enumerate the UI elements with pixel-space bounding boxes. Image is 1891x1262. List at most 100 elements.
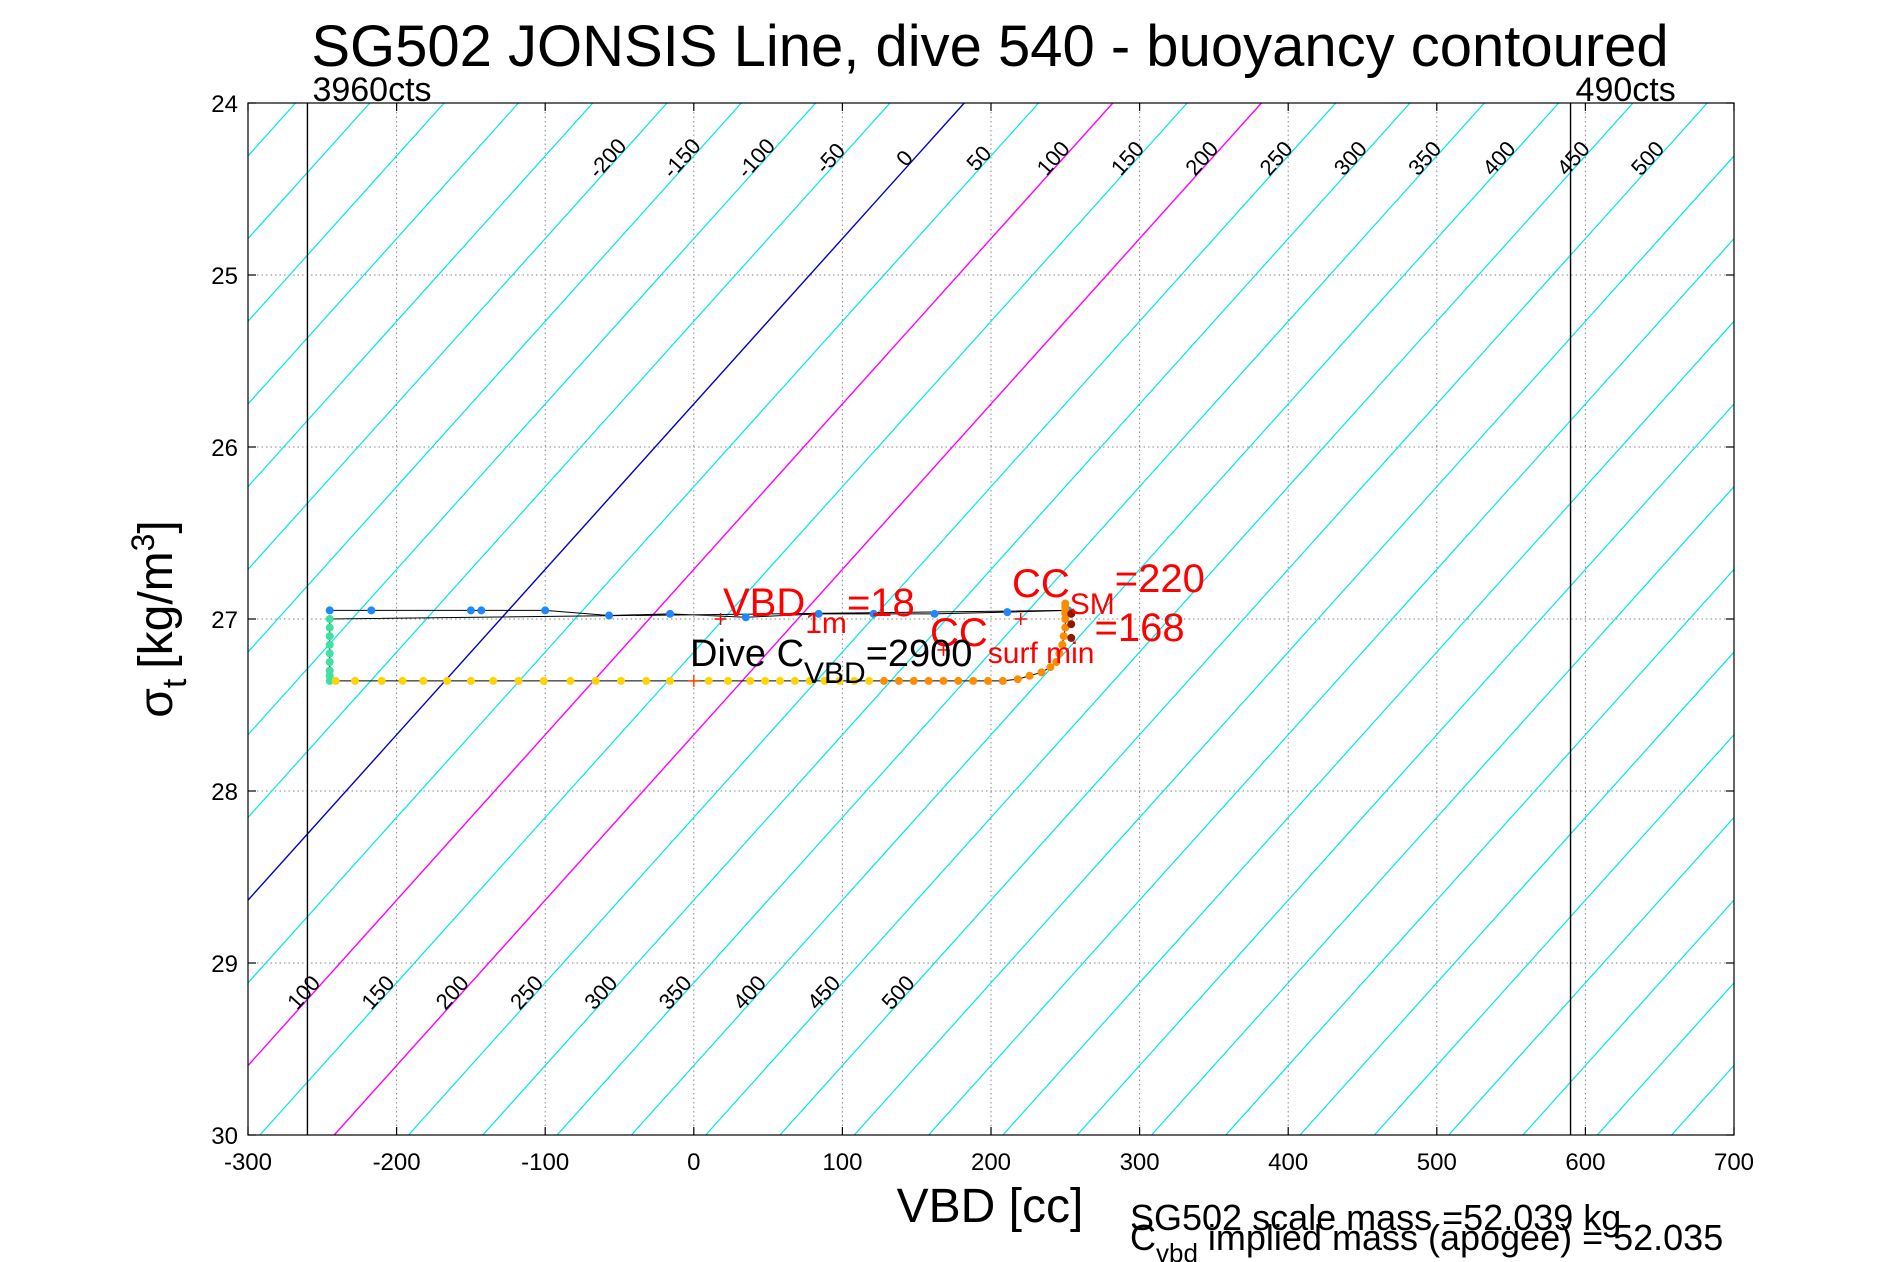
- x-axis-label: VBD [cc]: [897, 1180, 1084, 1233]
- contour-label: -50: [810, 138, 850, 178]
- contour-label: -150: [658, 133, 706, 182]
- contour-line: [1671, 1064, 1734, 1135]
- data-point-climb: [746, 676, 755, 685]
- contour-line: [482, 103, 1411, 1135]
- data-point-climb: [761, 676, 770, 685]
- contour-label: 500: [1626, 136, 1669, 180]
- annotation-ccsurf: CCsurf min=168: [930, 606, 1185, 670]
- contour-line: [248, 103, 1114, 1067]
- data-point-apogee: [325, 658, 334, 666]
- data-point-dive: [869, 609, 878, 618]
- data-point-surface: [924, 676, 933, 685]
- annotation-divec: Dive CVBD=2900: [690, 633, 972, 690]
- divec-sub: VBD: [804, 657, 866, 690]
- svg-text:CCSM=220: CCSM=220: [1012, 557, 1205, 621]
- contour-line: [1596, 981, 1734, 1135]
- data-point-dive: [541, 606, 550, 615]
- data-point-climb: [466, 676, 475, 685]
- contour-line: [1522, 899, 1734, 1135]
- ccsurf-value: =168: [1094, 606, 1184, 650]
- y-tick-label: 27: [211, 607, 238, 634]
- data-point-surface: [1025, 671, 1034, 680]
- contour-line: [0, 103, 147, 1135]
- dive-series: [325, 599, 1076, 685]
- data-point-surface: [1013, 675, 1022, 684]
- divec-main: Dive C: [690, 633, 804, 675]
- data-point-surface: [1052, 658, 1061, 666]
- data-point-climb: [850, 676, 859, 685]
- y-tick-label: 24: [211, 91, 238, 118]
- footer-c: C: [1130, 1217, 1156, 1258]
- data-point-apogee: [325, 632, 334, 641]
- divec-value: =2900: [866, 633, 973, 675]
- contour-label: 50: [961, 141, 996, 176]
- data-point-surface: [1046, 663, 1055, 672]
- contour-labels: -200 -150 -100 -50 0 50 100 150 200 250 300 350 400 4…: [282, 133, 1669, 1014]
- data-point-surface: [909, 676, 918, 685]
- contour-label: 300: [579, 970, 622, 1014]
- contour-line: [248, 103, 742, 653]
- contour-line: [248, 103, 817, 736]
- contour-line: [248, 103, 965, 902]
- contour-label: 200: [1180, 136, 1223, 180]
- y-axis-ticks: 24 25 26 27 28 29 30: [211, 91, 1734, 1150]
- data-point-dive: [1003, 608, 1012, 617]
- ccsurf-main: CC: [930, 611, 988, 655]
- data-point-surface: [880, 676, 889, 685]
- x-tick-label: 500: [1417, 1149, 1457, 1176]
- vbd1m-sub: 1m: [805, 607, 847, 640]
- contour-label: 350: [1403, 136, 1446, 180]
- data-point-surface: [1058, 640, 1067, 649]
- data-point-climb: [865, 676, 874, 685]
- x-tick-label: 400: [1268, 1149, 1308, 1176]
- data-point-surface: [969, 676, 978, 685]
- data-point-dive: [930, 609, 939, 618]
- data-point-surface-dark: [1067, 609, 1076, 618]
- contour-label: 450: [802, 970, 845, 1014]
- contour-line: [248, 103, 445, 323]
- data-point-climb: [566, 676, 575, 685]
- svg-text:σt[kg/m3]: σt [kg/m3]: [125, 520, 194, 718]
- data-point-climb: [377, 676, 386, 685]
- contour-label: 150: [1106, 136, 1149, 180]
- data-point-climb: [514, 676, 523, 685]
- data-point-apogee: [325, 676, 334, 685]
- contour-label: 400: [1477, 136, 1520, 180]
- x-tick-label: 0: [687, 1149, 700, 1176]
- data-point-climb: [350, 676, 359, 685]
- footer-vbd-sub: vbd: [1156, 1238, 1198, 1262]
- data-point-surface: [954, 676, 963, 685]
- chart-title: SG502 JONSIS Line, dive 540 - buoyancy c…: [311, 14, 1668, 79]
- data-point-climb: [835, 676, 844, 685]
- y-tick-label: 26: [211, 435, 238, 462]
- contour-label: 150: [356, 970, 399, 1014]
- contour-label: 100: [282, 970, 325, 1014]
- contour-line: [853, 155, 1734, 1135]
- data-point-climb: [616, 676, 625, 685]
- ccsm-main: CC: [1012, 562, 1070, 606]
- contour-line: [248, 103, 594, 488]
- x-tick-label: 200: [971, 1149, 1011, 1176]
- contour-label: 400: [728, 970, 771, 1014]
- contour-line: [1820, 103, 1891, 1135]
- svg-text:VBD1m=18: VBD1m=18: [723, 581, 915, 640]
- x-tick-label: 600: [1565, 1149, 1605, 1176]
- ccsm-sub: SM: [1070, 588, 1115, 621]
- data-point-climb: [443, 676, 452, 685]
- x-tick-label: -300: [224, 1149, 272, 1176]
- data-point-climb: [775, 676, 784, 685]
- contour-line: [1746, 103, 1891, 1135]
- y-label-sub: t: [156, 678, 194, 688]
- y-axis-label: σt [kg/m3]: [125, 520, 194, 718]
- contour-line: [248, 103, 891, 819]
- data-point-apogee: [325, 649, 334, 658]
- data-point-climb: [805, 676, 814, 685]
- y-tick-label: 29: [211, 951, 238, 978]
- y-label-sigma: σ: [130, 688, 183, 718]
- contour-label: 250: [505, 970, 548, 1014]
- contour-line: [0, 103, 221, 1135]
- annotation-vbd1m: VBD1m=18: [723, 581, 915, 640]
- y-label-unit: [kg/m: [130, 551, 183, 668]
- contour-line: [248, 103, 668, 571]
